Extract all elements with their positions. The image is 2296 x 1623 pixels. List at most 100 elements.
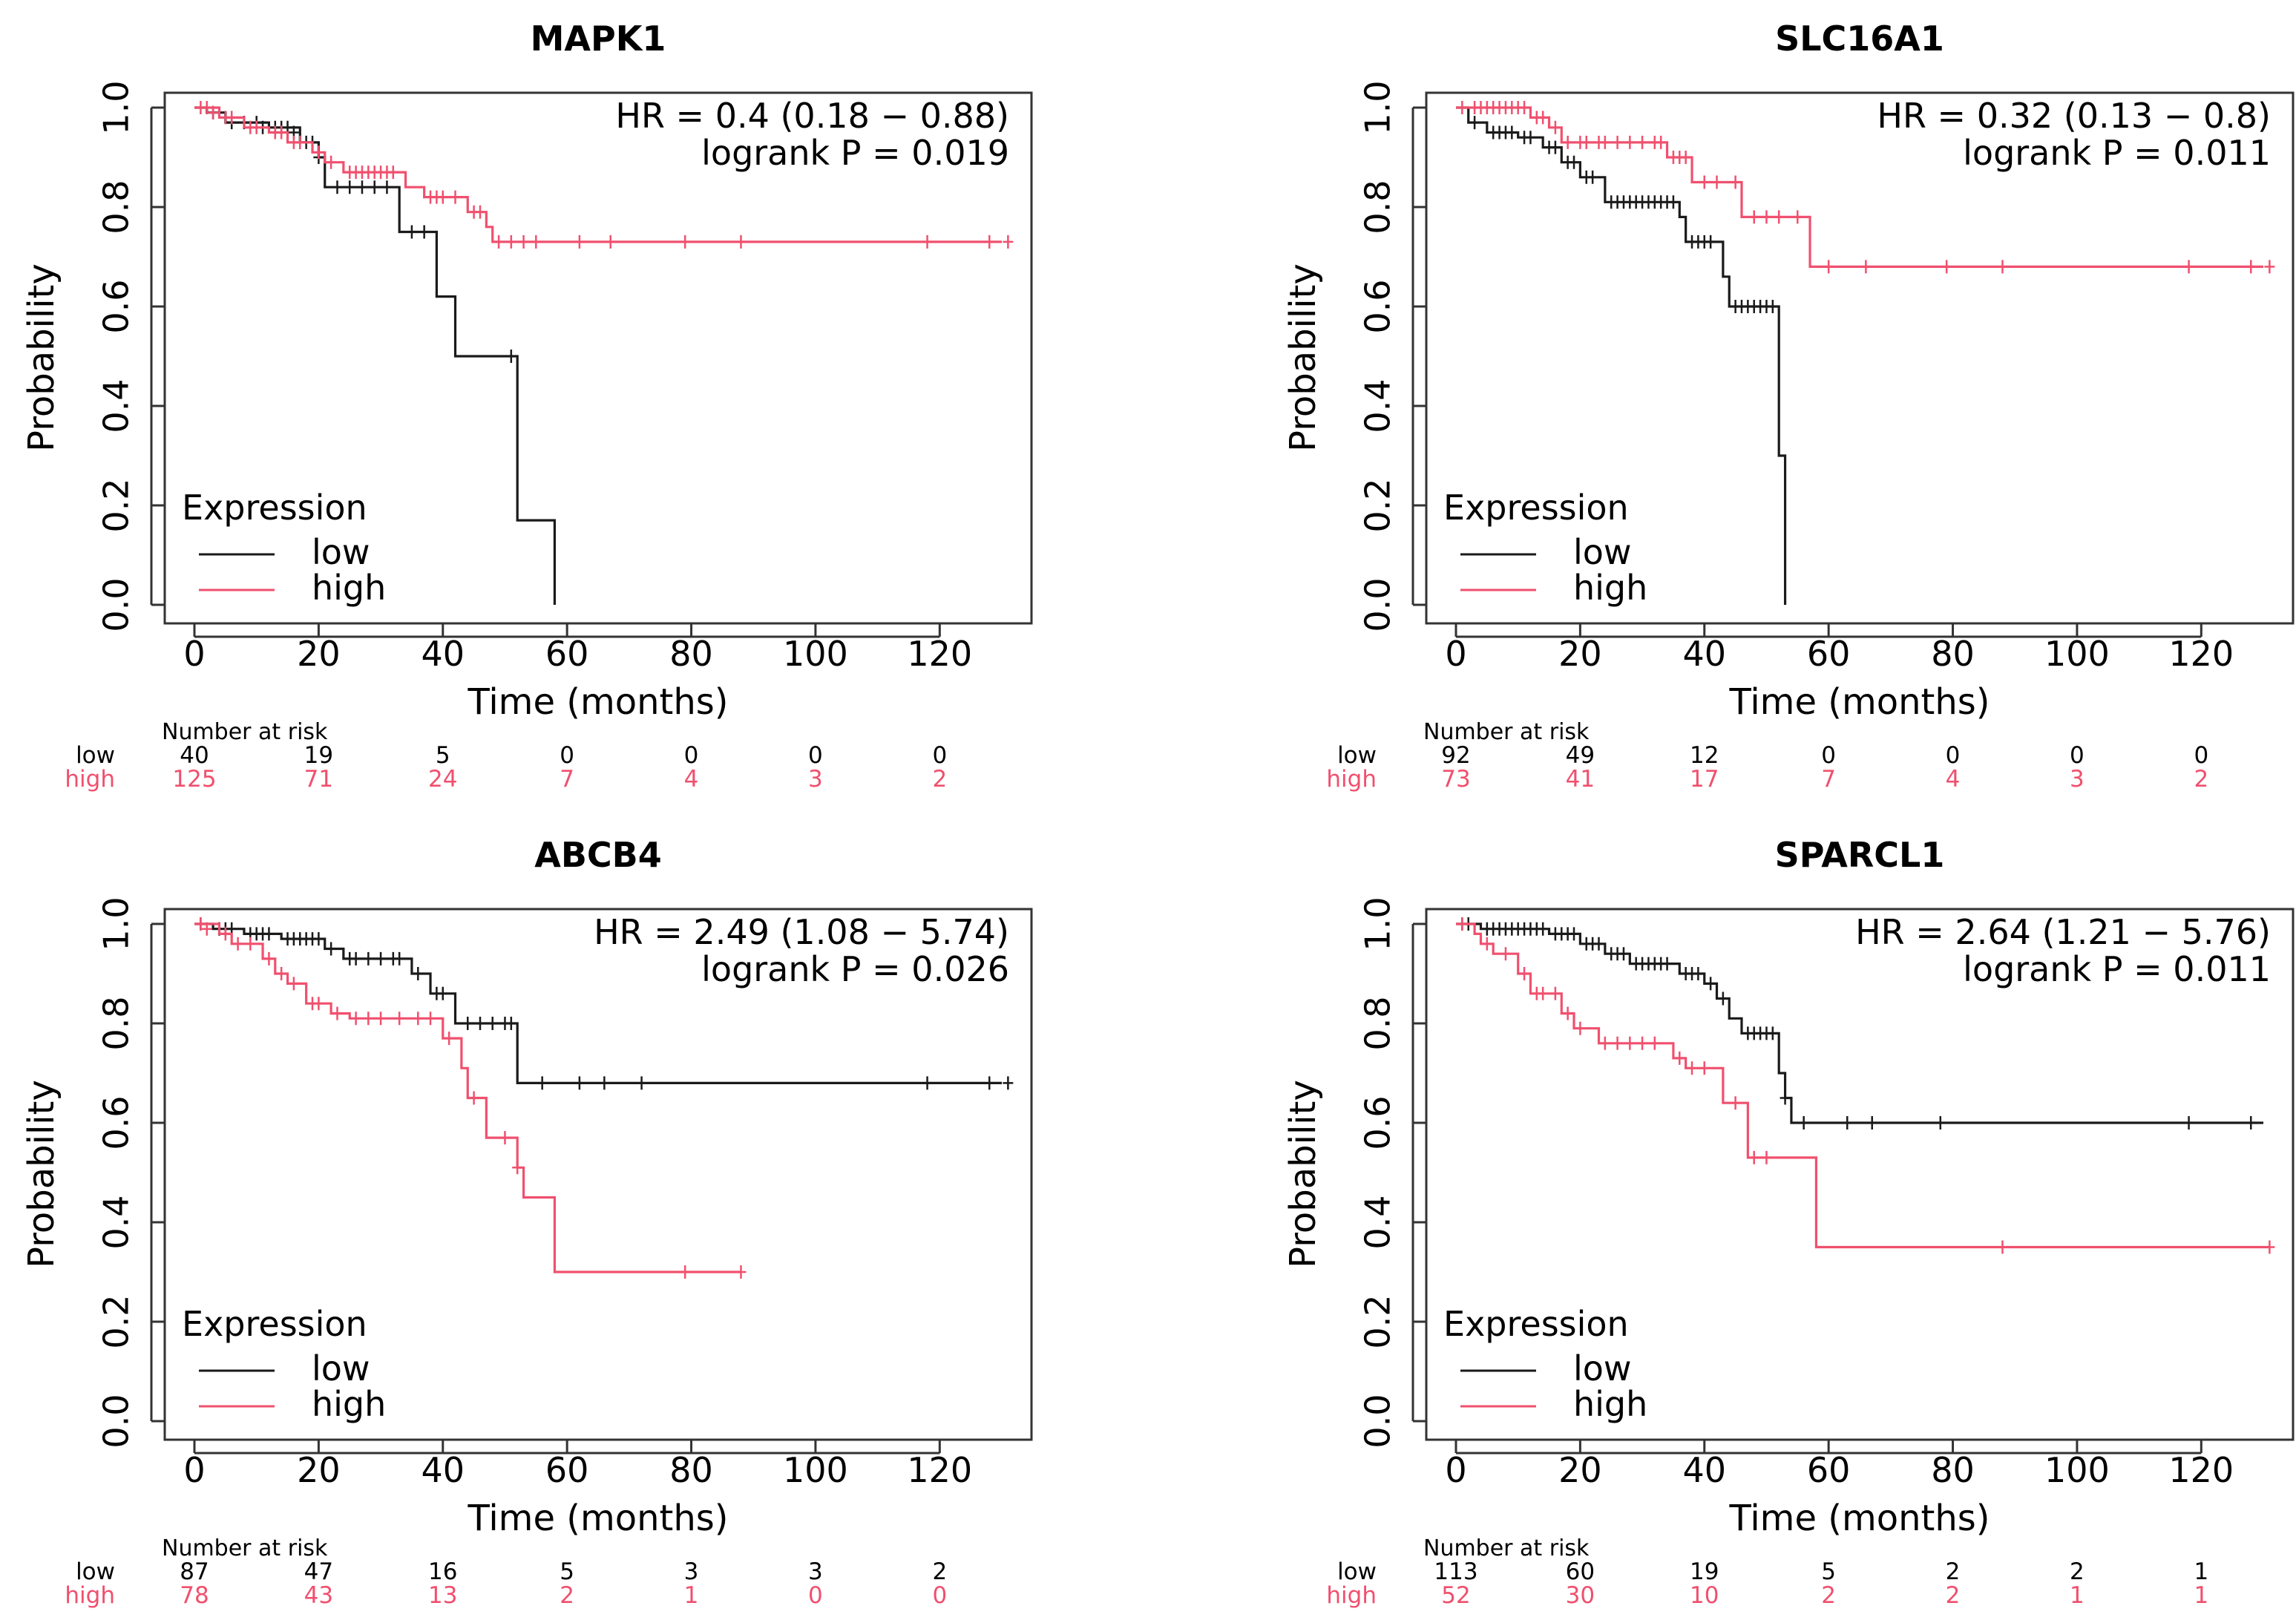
x-tick-label: 80 <box>669 634 713 674</box>
censor-mark-high <box>1519 101 1530 114</box>
censor-mark-high <box>1997 260 2008 274</box>
risk-value-low: 60 <box>1566 1558 1595 1585</box>
censor-mark-low <box>1780 1091 1791 1105</box>
risk-value-high: 4 <box>684 766 699 793</box>
risk-value-low: 47 <box>304 1558 333 1585</box>
risk-value-low: 2 <box>932 1558 947 1585</box>
censor-mark-high <box>474 205 485 219</box>
x-tick-label: 100 <box>783 634 848 674</box>
y-axis-label: Probability <box>1282 1080 1324 1268</box>
censor-mark-low <box>462 1017 473 1030</box>
risk-value-low: 3 <box>684 1558 699 1585</box>
censor-mark-high <box>735 1265 747 1279</box>
km-curve-low <box>194 922 1002 1084</box>
risk-value-low: 113 <box>1434 1558 1477 1585</box>
risk-value-high: 0 <box>808 1582 823 1609</box>
censor-mark-high <box>1649 1036 1660 1050</box>
risk-row-label-high: high <box>1326 766 1377 793</box>
censor-mark-high <box>1500 947 1511 961</box>
km-panel-sparcl1: SPARCL1 0.0 0.2 0.4 0.6 0.8 1.0 Probability 0 20 4… <box>1282 835 2295 1609</box>
censor-mark-high <box>1637 1036 1648 1050</box>
plot-frame <box>1425 91 2295 625</box>
risk-value-high: 2 <box>932 766 947 793</box>
censor-mark-low <box>350 951 361 965</box>
censor-mark-low <box>2183 1116 2194 1129</box>
censor-mark-high <box>518 235 529 249</box>
x-tick-label: 40 <box>1682 1450 1726 1490</box>
y-tick-label: 0.8 <box>1358 996 1398 1050</box>
risk-value-low: 0 <box>2070 742 2085 769</box>
y-tick-label: 0.0 <box>1358 1394 1398 1448</box>
risk-value-low: 0 <box>1946 742 1961 769</box>
censor-mark-low <box>1549 140 1561 154</box>
x-tick-label: 120 <box>2168 634 2234 674</box>
censor-mark-low <box>1667 195 1679 209</box>
risk-value-low: 87 <box>180 1558 209 1585</box>
risk-table-title: Number at risk <box>1423 719 1590 745</box>
y-tick-label: 0.2 <box>96 1294 137 1348</box>
risk-value-low: 92 <box>1441 742 1470 769</box>
y-tick-label: 0.6 <box>96 1095 137 1150</box>
censor-mark-high <box>1481 937 1492 951</box>
censor-mark-low <box>984 1076 995 1090</box>
risk-row-label-high: high <box>65 766 115 793</box>
censor-mark-high <box>2264 1240 2275 1254</box>
risk-value-low: 49 <box>1566 742 1595 769</box>
censor-mark-low <box>406 225 417 239</box>
censor-mark-low <box>1569 927 1580 941</box>
logrank-p: logrank P = 0.011 <box>1963 133 2271 173</box>
censor-mark-low <box>1935 1116 1946 1129</box>
censor-mark-high <box>1761 210 1772 224</box>
risk-value-low: 1 <box>2194 1558 2208 1585</box>
censor-mark-high <box>375 1011 387 1026</box>
hazard-ratio: HR = 0.4 (0.18 − 0.88) <box>615 96 1009 136</box>
y-tick-label: 0.8 <box>96 996 137 1050</box>
censor-mark-high <box>1599 135 1610 149</box>
censor-mark-high <box>1997 1240 2008 1254</box>
x-tick-label: 40 <box>421 634 465 674</box>
x-tick-label: 100 <box>2044 1450 2110 1490</box>
y-tick-label: 1.0 <box>1358 896 1398 951</box>
x-tick-label: 40 <box>421 1450 465 1490</box>
y-tick-label: 0.2 <box>1358 1294 1398 1348</box>
y-tick-label: 0.2 <box>96 478 137 532</box>
censor-mark-low <box>474 1017 485 1030</box>
censor-mark-high <box>276 125 287 140</box>
risk-value-low: 5 <box>436 742 450 769</box>
censor-mark-high <box>1612 1036 1623 1050</box>
censor-mark-high <box>394 1011 405 1026</box>
risk-value-low: 19 <box>304 742 333 769</box>
censor-mark-low <box>1618 947 1629 961</box>
censor-mark-high <box>574 235 585 249</box>
risk-value-high: 78 <box>180 1582 209 1609</box>
x-tick-label: 0 <box>183 634 205 674</box>
censor-mark-low <box>487 1017 498 1030</box>
censor-mark-high <box>1538 111 1549 125</box>
x-tick-label: 80 <box>1931 634 1975 674</box>
risk-value-high: 2 <box>1821 1582 1836 1609</box>
x-tick-label: 40 <box>1682 634 1726 674</box>
censor-mark-low <box>1705 977 1716 991</box>
y-tick-label: 0.0 <box>96 1394 137 1448</box>
censor-mark-high <box>195 917 206 931</box>
censor-mark-high <box>437 190 448 204</box>
legend-label-high: high <box>1573 568 1647 608</box>
censor-mark-high <box>1792 210 1803 224</box>
censor-mark-high <box>1575 1021 1586 1035</box>
risk-value-high: 24 <box>428 766 457 793</box>
x-tick-label: 0 <box>1445 1450 1466 1490</box>
risk-value-high: 43 <box>304 1582 333 1609</box>
censor-mark-high <box>363 1011 374 1026</box>
censor-mark-high <box>1774 210 1785 224</box>
y-tick-label: 0.6 <box>1358 1095 1398 1150</box>
censor-mark-high <box>1699 1061 1710 1075</box>
x-tick-label: 60 <box>545 1450 589 1490</box>
x-tick-label: 120 <box>907 634 972 674</box>
y-tick-label: 0.0 <box>96 577 137 632</box>
censor-mark-high <box>1612 135 1623 149</box>
censor-mark-high <box>505 235 516 249</box>
risk-table-title: Number at risk <box>1423 1535 1590 1561</box>
